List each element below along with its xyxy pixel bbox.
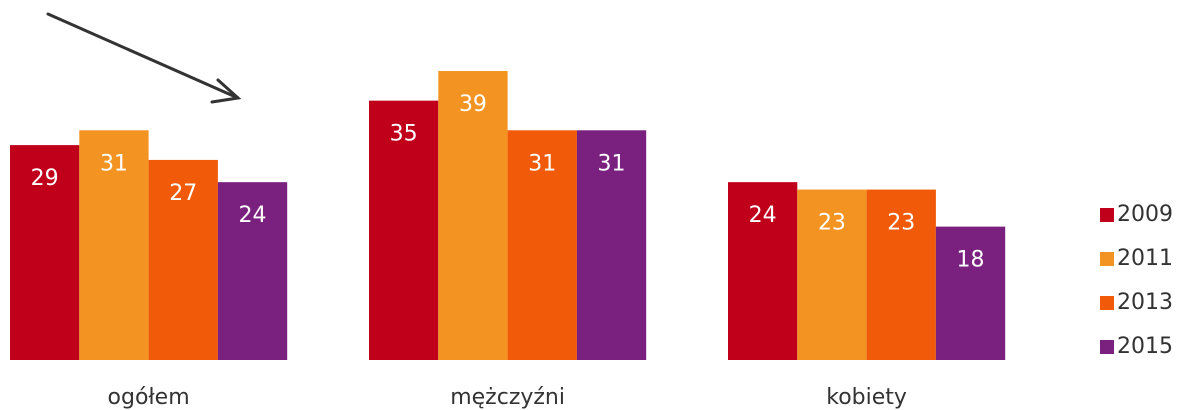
legend-swatch [1100,208,1114,222]
bar [728,182,798,360]
category-label: ogółem [108,385,190,410]
value-label: 31 [528,151,556,176]
legend-swatch [1100,296,1114,310]
bar [438,71,508,360]
legend-label: 2011 [1117,246,1173,271]
bar [10,145,80,360]
category-label: kobiety [826,385,907,410]
value-label: 24 [239,203,267,228]
bar [866,189,936,360]
legend-swatch [1100,252,1114,266]
bar [935,226,1006,360]
value-label: 31 [100,151,128,176]
bar [79,130,149,360]
value-label: 31 [598,151,626,176]
bar [797,189,867,360]
legend-swatch [1100,340,1114,354]
value-label: 27 [169,181,197,206]
value-label: 23 [887,211,915,236]
value-label: 39 [459,92,487,117]
value-label: 18 [957,248,985,273]
bar [576,130,647,360]
legend-label: 2009 [1117,202,1173,227]
arrow [46,12,242,104]
legend-label: 2013 [1117,290,1173,315]
bar [507,130,577,360]
bar [148,159,218,360]
bar [217,182,288,360]
value-label: 35 [390,122,418,147]
category-label: mężczyźni [450,385,565,410]
value-label: 23 [818,211,846,236]
value-label: 24 [749,203,777,228]
bar [369,100,439,361]
value-label: 29 [31,166,59,191]
legend-label: 2015 [1117,334,1173,359]
